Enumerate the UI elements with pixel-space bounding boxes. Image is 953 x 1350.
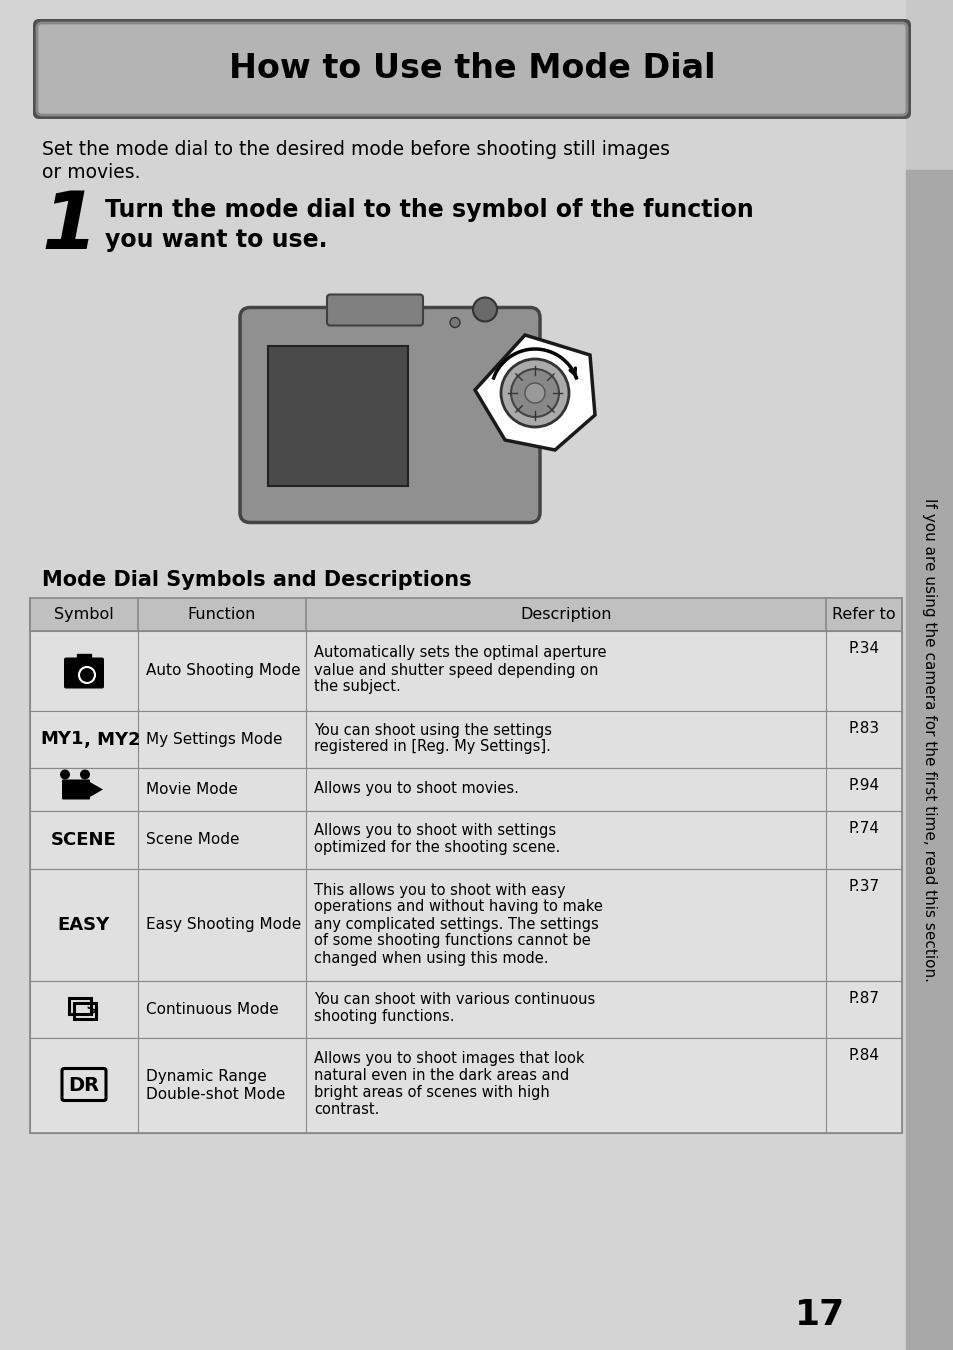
- Text: You can shoot using the settings: You can shoot using the settings: [314, 722, 552, 737]
- Bar: [30, 630, 901, 711]
- Bar: [268, 346, 408, 486]
- Text: any complicated settings. The settings: any complicated settings. The settings: [314, 917, 598, 932]
- Text: DR: DR: [69, 1076, 99, 1095]
- Text: optimized for the shooting scene.: optimized for the shooting scene.: [314, 840, 559, 855]
- Text: , MY2: , MY2: [84, 730, 140, 748]
- Circle shape: [79, 667, 95, 683]
- Text: Easy Shooting Mode: Easy Shooting Mode: [146, 918, 301, 933]
- Text: P.87: P.87: [847, 991, 879, 1006]
- Text: P.37: P.37: [847, 879, 879, 894]
- Bar: [74, 1003, 96, 1018]
- Text: >: >: [86, 1004, 98, 1019]
- Text: Automatically sets the optimal aperture: Automatically sets the optimal aperture: [314, 645, 606, 660]
- Text: Function: Function: [188, 608, 256, 622]
- Text: operations and without having to make: operations and without having to make: [314, 899, 602, 914]
- Circle shape: [500, 359, 568, 427]
- Text: Turn the mode dial to the symbol of the function: Turn the mode dial to the symbol of the …: [105, 198, 753, 221]
- Bar: [77, 653, 91, 662]
- Text: of some shooting functions cannot be: of some shooting functions cannot be: [314, 933, 590, 949]
- Text: or movies.: or movies.: [42, 163, 140, 182]
- Text: MY1: MY1: [40, 730, 84, 748]
- Circle shape: [60, 769, 70, 779]
- Circle shape: [473, 297, 497, 321]
- FancyBboxPatch shape: [240, 308, 539, 522]
- Text: Description: Description: [519, 608, 611, 622]
- FancyBboxPatch shape: [37, 23, 906, 115]
- Circle shape: [450, 317, 459, 328]
- Circle shape: [511, 369, 558, 417]
- Text: 17: 17: [794, 1297, 844, 1332]
- Text: Symbol: Symbol: [54, 608, 113, 622]
- Text: This allows you to shoot with easy: This allows you to shoot with easy: [314, 883, 565, 898]
- Text: registered in [Reg. My Settings].: registered in [Reg. My Settings].: [314, 740, 550, 755]
- FancyBboxPatch shape: [64, 657, 104, 688]
- Text: natural even in the dark areas and: natural even in the dark areas and: [314, 1068, 569, 1084]
- Text: If you are using the camera for the first time, read this section.: If you are using the camera for the firs…: [922, 498, 937, 981]
- Text: Refer to: Refer to: [831, 608, 895, 622]
- Text: Auto Shooting Mode: Auto Shooting Mode: [146, 663, 300, 679]
- Text: Scene Mode: Scene Mode: [146, 833, 239, 848]
- Text: value and shutter speed depending on: value and shutter speed depending on: [314, 663, 598, 678]
- Bar: [30, 981, 901, 1038]
- Bar: [30, 598, 901, 630]
- Text: P.83: P.83: [847, 721, 879, 736]
- Bar: [30, 869, 901, 981]
- Text: EASY: EASY: [58, 917, 110, 934]
- Bar: [905, 170, 953, 1350]
- Polygon shape: [89, 782, 103, 798]
- Text: Set the mode dial to the desired mode before shooting still images: Set the mode dial to the desired mode be…: [42, 140, 669, 159]
- Text: you want to use.: you want to use.: [105, 228, 327, 252]
- Bar: [905, 0, 953, 170]
- FancyBboxPatch shape: [33, 19, 910, 119]
- Text: Allows you to shoot images that look: Allows you to shoot images that look: [314, 1052, 584, 1066]
- Text: the subject.: the subject.: [314, 679, 400, 694]
- Text: Movie Mode: Movie Mode: [146, 782, 237, 796]
- Text: shooting functions.: shooting functions.: [314, 1010, 454, 1025]
- Polygon shape: [475, 335, 595, 450]
- FancyBboxPatch shape: [62, 779, 90, 799]
- Text: How to Use the Mode Dial: How to Use the Mode Dial: [229, 53, 715, 85]
- Circle shape: [524, 383, 544, 404]
- Text: P.84: P.84: [847, 1048, 879, 1062]
- Text: contrast.: contrast.: [314, 1103, 379, 1118]
- Text: SCENE: SCENE: [51, 832, 117, 849]
- Bar: [30, 1038, 901, 1133]
- Text: P.94: P.94: [847, 778, 879, 792]
- Bar: [30, 768, 901, 811]
- Text: You can shoot with various continuous: You can shoot with various continuous: [314, 992, 595, 1007]
- Text: changed when using this mode.: changed when using this mode.: [314, 950, 548, 965]
- Text: Allows you to shoot with settings: Allows you to shoot with settings: [314, 824, 556, 838]
- Text: Continuous Mode: Continuous Mode: [146, 1002, 278, 1017]
- Text: P.74: P.74: [847, 821, 879, 836]
- FancyBboxPatch shape: [327, 294, 422, 325]
- Text: bright areas of scenes with high: bright areas of scenes with high: [314, 1085, 549, 1100]
- Bar: [30, 811, 901, 869]
- Text: Mode Dial Symbols and Descriptions: Mode Dial Symbols and Descriptions: [42, 570, 471, 590]
- Bar: [69, 998, 91, 1014]
- Bar: [30, 711, 901, 768]
- Text: My Settings Mode: My Settings Mode: [146, 732, 282, 747]
- Text: Allows you to shoot movies.: Allows you to shoot movies.: [314, 782, 518, 796]
- Circle shape: [80, 769, 90, 779]
- Text: Dynamic Range
Double-shot Mode: Dynamic Range Double-shot Mode: [146, 1069, 285, 1102]
- Text: 1: 1: [42, 188, 98, 266]
- Text: P.34: P.34: [847, 641, 879, 656]
